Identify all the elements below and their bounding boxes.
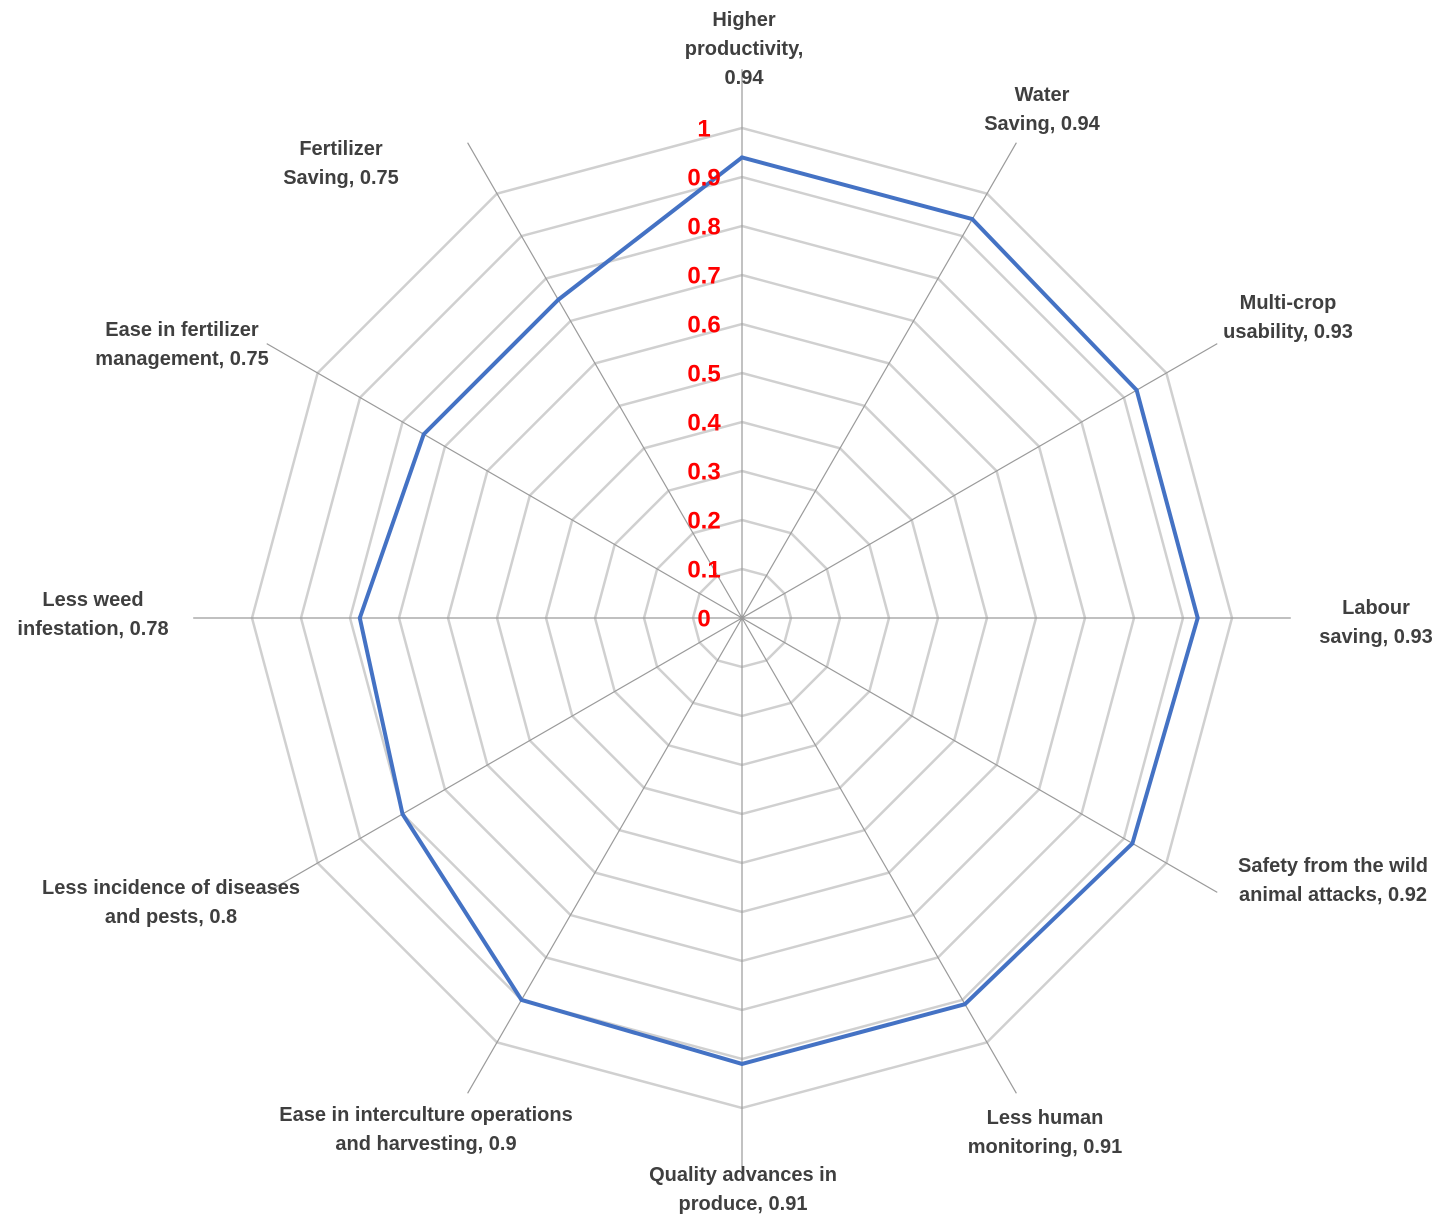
- category-label-line: productivity,: [684, 38, 804, 60]
- category-data-label: Water Saving, 0.94: [984, 81, 1100, 139]
- axis-spoke: [266, 343, 743, 619]
- tick-label: 0.3: [687, 458, 720, 485]
- data-point: [421, 432, 426, 437]
- axis-spoke: [741, 617, 1218, 893]
- category-label-line: management, 0.75: [95, 348, 269, 370]
- radial-tick-labels: 0 0.1 0.2 0.3 0.4 0.5 0.6 0.7 0.8 0.9 1: [687, 115, 721, 632]
- tick-label: 1: [697, 115, 710, 142]
- category-label-line: infestation, 0.78: [17, 618, 169, 640]
- data-point: [556, 297, 561, 302]
- category-data-label: Safety from the wild animal attacks, 0.92: [1238, 852, 1428, 910]
- category-data-label: Less weed infestation, 0.78: [17, 586, 168, 644]
- tick-label: 0.5: [687, 360, 720, 387]
- tick-label: 0.8: [687, 213, 720, 240]
- category-data-label: Multi-crop usability, 0.93: [1223, 289, 1353, 347]
- tick-label: 0.1: [687, 556, 720, 583]
- axis-spoke: [266, 617, 743, 893]
- category-label-line: Safety from the wild: [1237, 855, 1429, 877]
- series-line: [357, 155, 1200, 1066]
- category-data-label: Higher productivity, 0.94: [685, 6, 804, 93]
- category-label-line: Ease in fertilizer: [105, 319, 259, 341]
- category-label-line: Higher: [712, 9, 776, 31]
- data-point: [1130, 841, 1135, 846]
- category-label-line: Less human: [986, 1107, 1104, 1129]
- series-layer: [357, 155, 1200, 1066]
- category-label-line: Fertilizer: [299, 138, 383, 160]
- axis-spoke: [741, 142, 1017, 619]
- category-label-line: Quality advances in: [649, 1164, 837, 1186]
- category-label-line: and harvesting, 0.9: [335, 1133, 517, 1155]
- category-label-line: Water: [1014, 84, 1070, 106]
- category-data-label: Quality advances in produce, 0.91: [649, 1161, 837, 1219]
- tick-label: 0.6: [687, 311, 720, 338]
- tick-label: 0.4: [687, 409, 721, 436]
- category-data-label: Less human monitoring, 0.91: [968, 1104, 1122, 1162]
- category-label-line: Saving, 0.94: [984, 113, 1100, 135]
- data-point: [970, 217, 975, 222]
- category-label-line: Labour: [1342, 597, 1410, 619]
- category-label-line: produce, 0.91: [678, 1193, 808, 1215]
- data-point: [740, 1061, 744, 1066]
- tick-label: 0.2: [687, 507, 720, 534]
- category-data-label: Labour saving, 0.93: [1319, 594, 1432, 652]
- category-data-label: Less incidence of diseases and pests, 0.8: [42, 874, 300, 932]
- data-point: [1195, 616, 1200, 620]
- category-label-line: usability, 0.93: [1223, 321, 1353, 343]
- category-label-line: Ease in interculture operations: [279, 1104, 573, 1126]
- category-label-line: saving, 0.93: [1319, 626, 1433, 648]
- data-point: [1134, 388, 1139, 393]
- axis-spoke: [467, 617, 743, 1094]
- category-data-label: Fertilizer Saving, 0.75: [283, 135, 399, 193]
- data-point: [400, 812, 405, 816]
- category-label-line: Less incidence of diseases: [42, 877, 300, 899]
- category-label-line: and pests, 0.8: [104, 906, 238, 928]
- category-label-line: 0.94: [724, 67, 764, 89]
- data-point: [519, 997, 524, 1002]
- category-label-line: Saving, 0.75: [283, 167, 399, 189]
- category-label-line: animal attacks, 0.92: [1239, 884, 1427, 906]
- tick-label: 0: [697, 605, 710, 632]
- tick-label: 0.7: [687, 262, 720, 289]
- data-point: [740, 155, 744, 160]
- data-point: [962, 1002, 967, 1007]
- tick-label: 0.9: [687, 164, 720, 191]
- axis-spoke: [467, 142, 743, 619]
- category-data-label: Ease in interculture operations and harve…: [279, 1101, 572, 1159]
- axis-spoke: [741, 617, 1017, 1094]
- category-label-line: Multi-crop: [1239, 292, 1337, 314]
- category-label-line: Less weed: [42, 589, 144, 611]
- data-point: [357, 616, 362, 620]
- category-label-line: monitoring, 0.91: [967, 1136, 1123, 1158]
- category-data-label: Ease in fertilizer management, 0.75: [95, 316, 268, 374]
